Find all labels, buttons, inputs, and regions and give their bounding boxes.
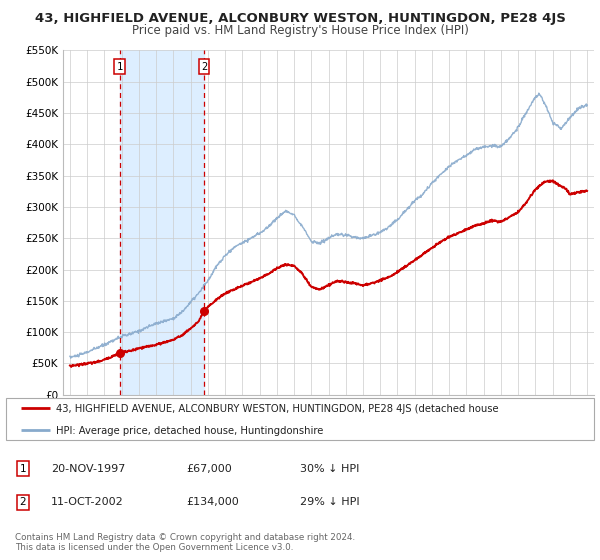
Text: This data is licensed under the Open Government Licence v3.0.: This data is licensed under the Open Gov… <box>15 543 293 552</box>
Text: 1: 1 <box>116 62 122 72</box>
Text: 43, HIGHFIELD AVENUE, ALCONBURY WESTON, HUNTINGDON, PE28 4JS (detached house: 43, HIGHFIELD AVENUE, ALCONBURY WESTON, … <box>56 404 499 414</box>
Text: £67,000: £67,000 <box>186 464 232 474</box>
Text: 20-NOV-1997: 20-NOV-1997 <box>51 464 125 474</box>
Text: 11-OCT-2002: 11-OCT-2002 <box>51 497 124 507</box>
Text: 2: 2 <box>201 62 207 72</box>
Text: HPI: Average price, detached house, Huntingdonshire: HPI: Average price, detached house, Hunt… <box>56 426 323 436</box>
FancyBboxPatch shape <box>6 398 594 440</box>
Text: £134,000: £134,000 <box>186 497 239 507</box>
Bar <box>119 50 204 395</box>
Text: Contains HM Land Registry data © Crown copyright and database right 2024.: Contains HM Land Registry data © Crown c… <box>15 533 355 542</box>
Text: 2: 2 <box>19 497 26 507</box>
Text: Price paid vs. HM Land Registry's House Price Index (HPI): Price paid vs. HM Land Registry's House … <box>131 24 469 36</box>
Text: 29% ↓ HPI: 29% ↓ HPI <box>300 497 359 507</box>
Text: 1: 1 <box>19 464 26 474</box>
Text: 43, HIGHFIELD AVENUE, ALCONBURY WESTON, HUNTINGDON, PE28 4JS: 43, HIGHFIELD AVENUE, ALCONBURY WESTON, … <box>35 12 565 25</box>
Text: 30% ↓ HPI: 30% ↓ HPI <box>300 464 359 474</box>
